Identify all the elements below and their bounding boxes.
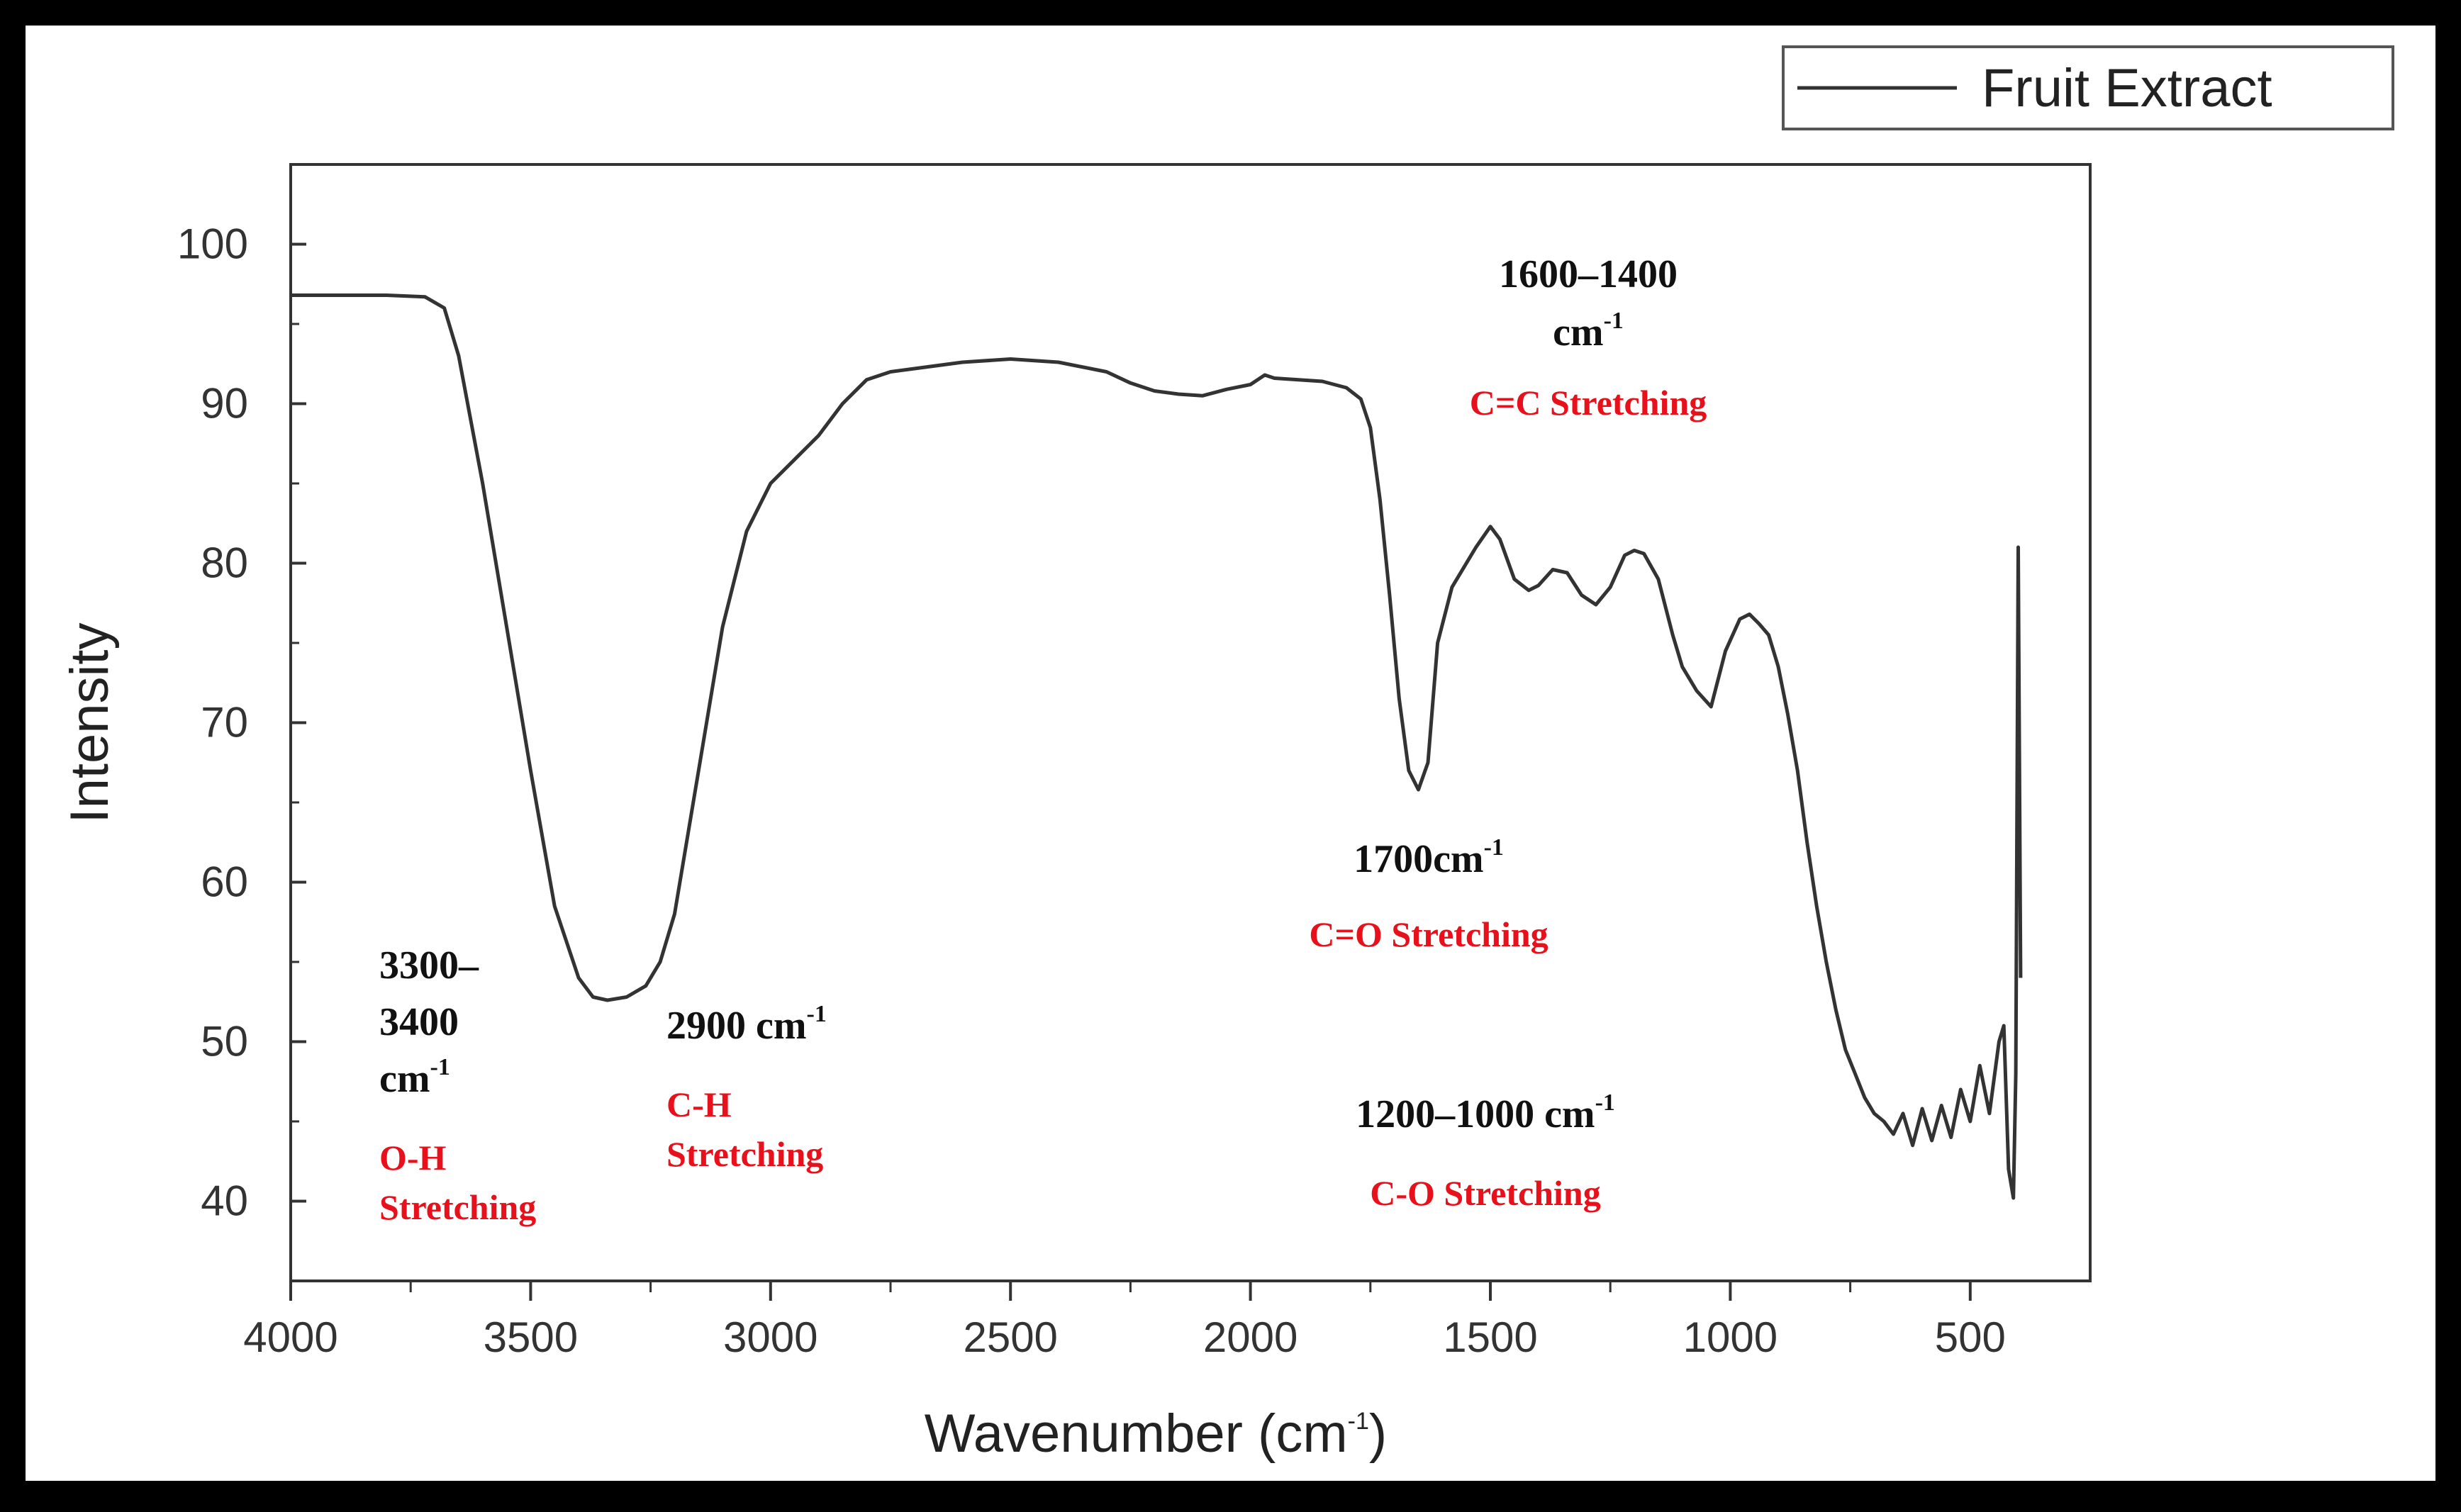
y-axis-title: Intensity [60, 622, 120, 823]
annotation-label: 3400 [379, 1000, 459, 1044]
y-tick-label-90: 90 [201, 380, 248, 427]
y-axis: 40 50 60 70 80 90 100 [177, 220, 306, 1225]
y-tick-label-70: 70 [201, 699, 248, 746]
y-tick-label-40: 40 [201, 1177, 248, 1225]
annotation-label: 1600–1400 [1499, 252, 1678, 296]
annotation-label: 1200–1000 cm-1 [1356, 1090, 1615, 1136]
annotation-label: cm-1 [1553, 308, 1624, 354]
y-tick-label-50: 50 [201, 1018, 248, 1065]
annotation-description: Stretching [666, 1134, 823, 1174]
series-line-fruit-extract [291, 293, 2023, 1200]
annotation-description: C=C Stretching [1470, 383, 1707, 422]
x-tick-label-3500: 3500 [484, 1314, 578, 1361]
annotation-description: O-H [379, 1138, 447, 1177]
annotation-label: cm-1 [379, 1054, 450, 1101]
y-tick-label-80: 80 [201, 539, 248, 587]
x-tick-label-500: 500 [1935, 1314, 2006, 1361]
x-tick-label-1500: 1500 [1443, 1314, 1537, 1361]
y-tick-label-60: 60 [201, 858, 248, 906]
y-tick-label-100: 100 [177, 220, 248, 268]
annotation-description: C-O Stretching [1370, 1173, 1600, 1213]
x-tick-label-1000: 1000 [1683, 1314, 1778, 1361]
x-tick-label-4000: 4000 [243, 1314, 337, 1361]
x-axis: 4000 3500 3000 2500 2000 1500 1000 500 [243, 1281, 2006, 1361]
annotation-label: 1700cm-1 [1354, 834, 1504, 881]
plot-area [289, 163, 2092, 1282]
x-tick-label-2000: 2000 [1203, 1314, 1298, 1361]
legend: Fruit Extract [1782, 45, 2394, 130]
x-tick-label-3000: 3000 [723, 1314, 817, 1361]
annotations: 3300– 3400 cm-1 O-H Stretching 2900 cm-1 C-H St… [379, 252, 1707, 1227]
x-axis-title: Wavenumber (cm-1) [925, 1404, 1387, 1464]
legend-entry-fruit-extract: Fruit Extract [1982, 58, 2272, 118]
annotation-description: C=O Stretching [1309, 914, 1548, 954]
annotation-description: C-H [666, 1085, 732, 1124]
annotation-label: 3300– [379, 943, 479, 987]
annotation-description: Stretching [379, 1187, 536, 1227]
annotation-label: 2900 cm-1 [666, 1001, 827, 1048]
x-tick-label-2500: 2500 [963, 1314, 1057, 1361]
